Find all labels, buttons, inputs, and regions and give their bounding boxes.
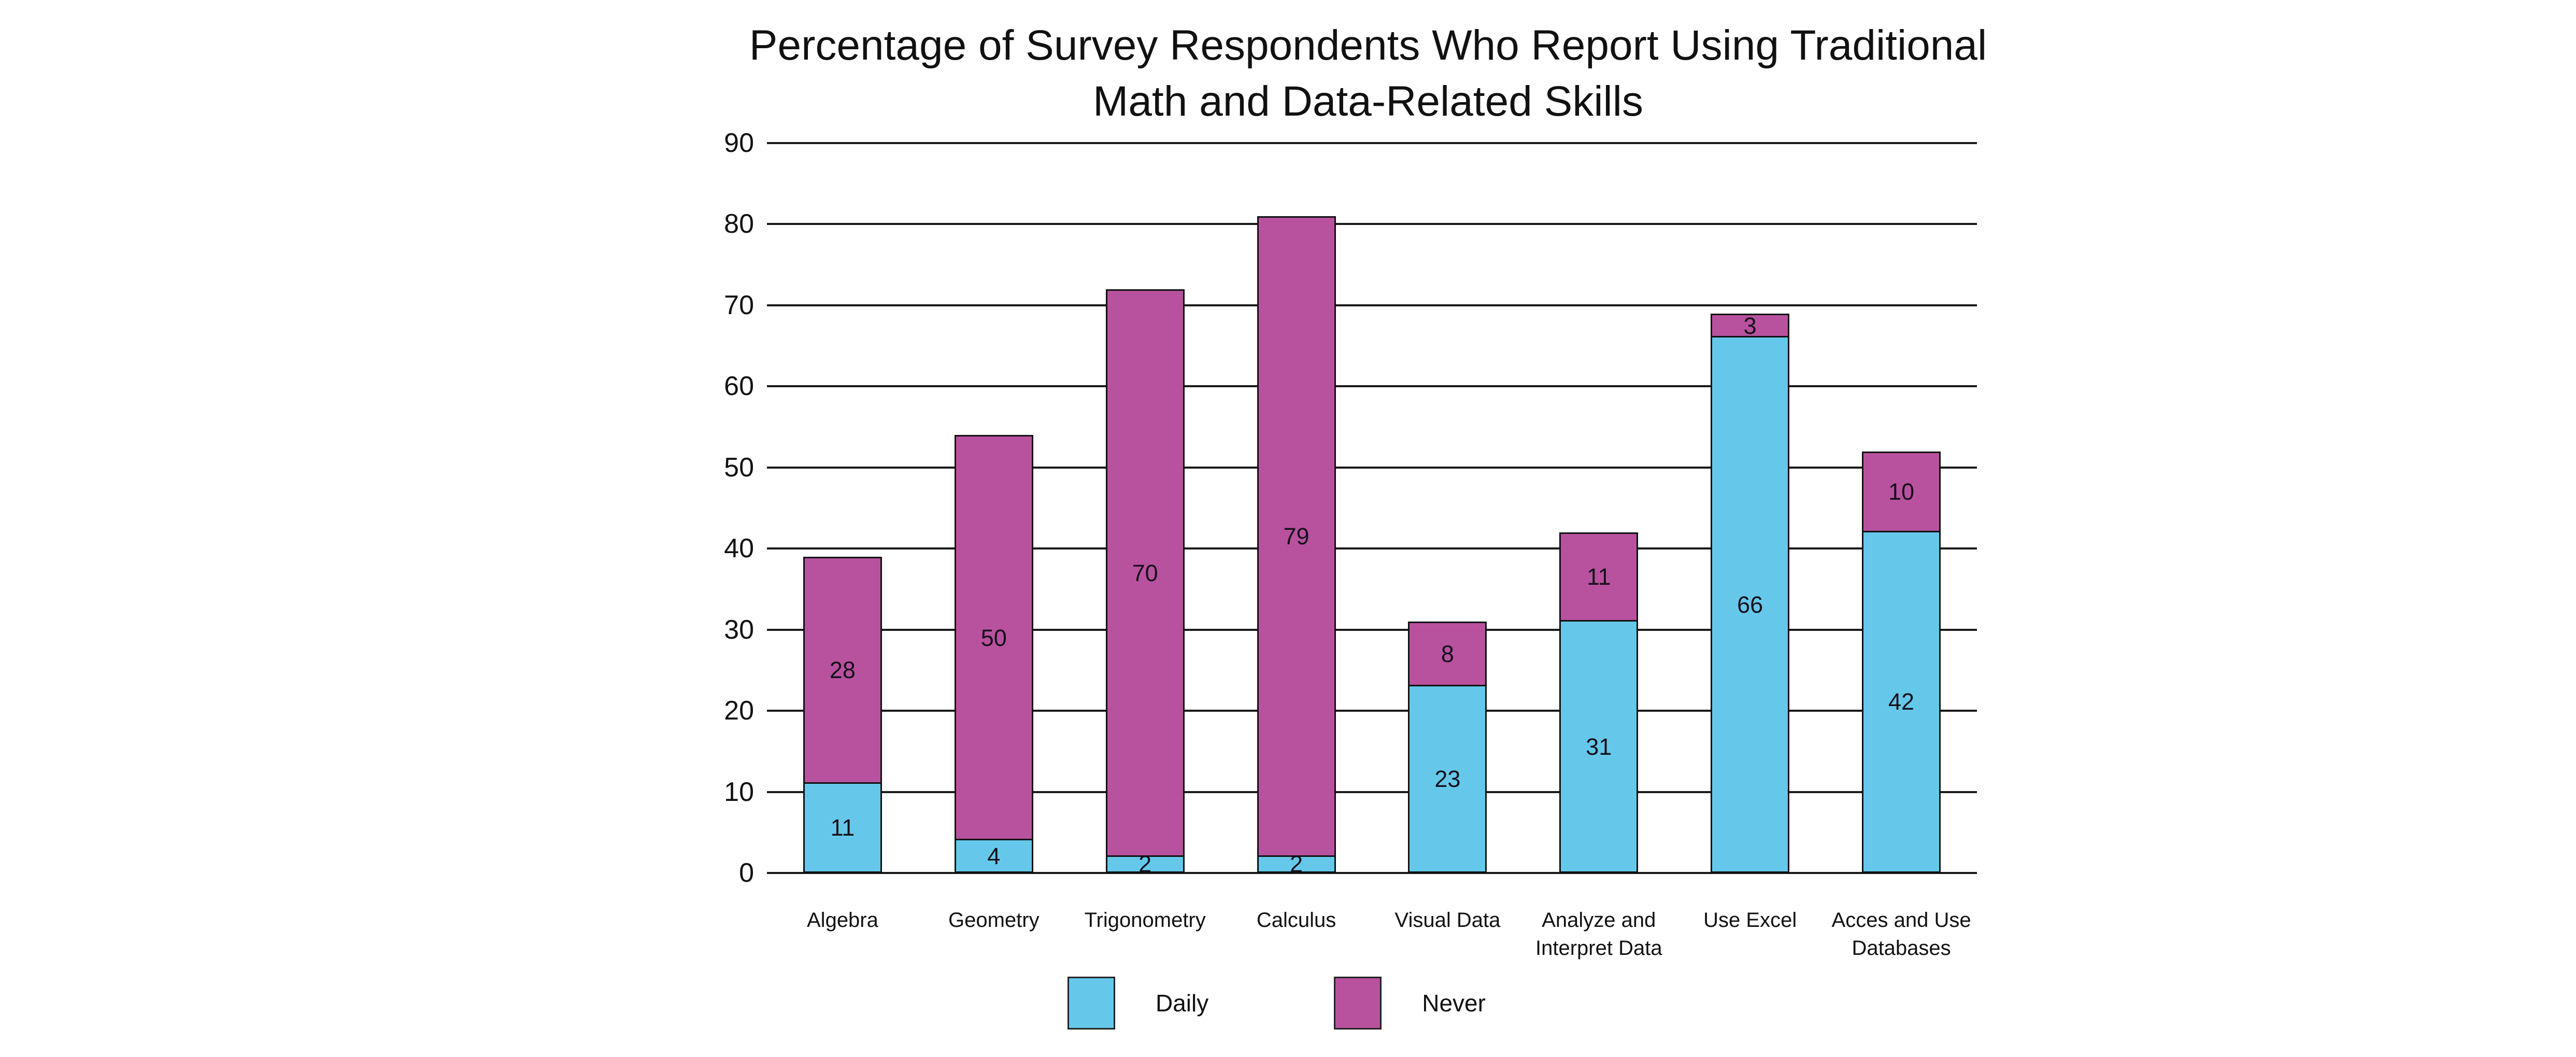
x-category-label-text: Visual Data xyxy=(1394,909,1501,932)
gridline xyxy=(767,628,1977,631)
y-tick-label: 90 xyxy=(724,128,754,158)
bar-stack: 28 11 xyxy=(803,556,882,873)
x-category-label: Acces and Use Databases xyxy=(1826,906,1977,962)
gridline xyxy=(767,547,1977,550)
gridline xyxy=(767,791,1977,793)
x-category-label: Geometry xyxy=(918,906,1070,962)
chart-title: Percentage of Survey Respondents Who Rep… xyxy=(689,18,2047,130)
bars-layer: 28 11 50 4 70 2 79 2 8 23 11 31 3 66 10 42 xyxy=(767,143,1977,876)
bar-segment-never: 50 xyxy=(954,435,1033,841)
bar-value-label: 2 xyxy=(1290,851,1303,878)
bar-segment-never: 3 xyxy=(1711,312,1790,339)
bar-stack: 10 42 xyxy=(1862,451,1941,873)
x-category-label-text: Calculus xyxy=(1256,909,1336,932)
bar-segment-never: 11 xyxy=(1559,532,1639,622)
x-category-label-text: Algebra xyxy=(807,909,878,932)
y-tick-label: 50 xyxy=(724,452,754,483)
bar-segment-daily: 42 xyxy=(1862,532,1941,873)
bar-segment-never: 79 xyxy=(1257,216,1336,857)
y-tick-label: 70 xyxy=(724,290,754,320)
chart-title-line-2: Math and Data-Related Skills xyxy=(1093,78,1643,125)
bar-value-label: 42 xyxy=(1888,688,1915,715)
bar-value-label: 11 xyxy=(830,814,855,841)
y-tick-label: 0 xyxy=(739,858,754,888)
bar-slot: 3 66 xyxy=(1674,143,1826,873)
bar-value-label: 10 xyxy=(1888,478,1915,505)
x-category-label: Algebra xyxy=(767,906,918,962)
x-category-label: Trigonometry xyxy=(1070,906,1221,962)
x-category-label-text: Trigonometry xyxy=(1084,909,1206,932)
x-category-label-text: Geometry xyxy=(948,909,1040,932)
x-category-label: Calculus xyxy=(1221,906,1372,962)
bar-value-label: 28 xyxy=(829,657,856,684)
y-tick-label: 20 xyxy=(724,696,754,726)
bar-value-label: 66 xyxy=(1737,591,1763,618)
legend-item-never: Never xyxy=(1334,977,1486,1030)
bar-value-label: 23 xyxy=(1434,766,1461,793)
bar-stack: 3 66 xyxy=(1711,312,1790,873)
gridline xyxy=(767,872,1977,874)
x-category-label: Use Excel xyxy=(1674,906,1826,962)
bar-stack: 79 2 xyxy=(1257,216,1336,876)
y-tick-label: 80 xyxy=(724,209,754,239)
bar-slot: 10 42 xyxy=(1826,143,1977,873)
bar-value-label: 4 xyxy=(987,842,1001,869)
bar-segment-daily: 66 xyxy=(1711,337,1790,873)
legend: Daily Never xyxy=(1068,977,1486,1030)
legend-label: Daily xyxy=(1156,990,1209,1017)
x-category-label-text: Analyze and Interpret Data xyxy=(1535,909,1662,960)
bar-segment-never: 10 xyxy=(1862,451,1941,532)
bar-segment-daily: 2 xyxy=(1105,852,1185,876)
bar-segment-never: 8 xyxy=(1408,622,1487,687)
y-tick-label: 10 xyxy=(724,777,754,807)
bar-segment-daily: 2 xyxy=(1257,852,1336,876)
bar-segment-daily: 23 xyxy=(1408,686,1487,873)
bar-value-label: 8 xyxy=(1441,641,1454,668)
gridline xyxy=(767,710,1977,712)
y-tick-label: 60 xyxy=(724,371,754,402)
gridlines-layer xyxy=(767,142,1977,874)
bar-slot: 50 4 xyxy=(918,143,1070,873)
legend-swatch-daily xyxy=(1068,977,1115,1030)
bar-stack: 50 4 xyxy=(954,435,1033,873)
bar-slot: 79 2 xyxy=(1221,143,1372,876)
x-axis-labels: Algebra Geometry Trigonometry Calculus Visua… xyxy=(767,906,1977,962)
bar-segment-daily: 4 xyxy=(954,840,1033,873)
x-category-label-text: Use Excel xyxy=(1703,909,1797,932)
bar-value-label: 2 xyxy=(1138,851,1152,878)
bar-value-label: 70 xyxy=(1132,559,1158,586)
x-category-label-text: Acces and Use Databases xyxy=(1831,909,1971,960)
gridline xyxy=(767,385,1977,388)
legend-label: Never xyxy=(1422,990,1486,1017)
plot-area: 28 11 50 4 70 2 79 2 8 23 11 31 3 66 10 42 xyxy=(767,142,1977,876)
bar-segment-never: 28 xyxy=(803,556,882,784)
bar-value-label: 3 xyxy=(1743,312,1757,339)
bar-stack: 8 23 xyxy=(1408,622,1487,873)
bar-value-label: 31 xyxy=(1586,733,1612,760)
bar-value-label: 50 xyxy=(980,624,1007,651)
bar-segment-daily: 11 xyxy=(803,783,882,873)
bar-value-label: 11 xyxy=(1586,563,1611,590)
x-category-label: Analyze and Interpret Data xyxy=(1523,906,1674,962)
gridline xyxy=(767,223,1977,226)
bar-stack: 11 31 xyxy=(1559,532,1639,873)
gridline xyxy=(767,142,1977,144)
y-axis-labels: 0 10 20 30 40 50 60 70 80 90 xyxy=(611,130,754,886)
x-category-label: Visual Data xyxy=(1372,906,1524,962)
bar-segment-never: 70 xyxy=(1105,289,1185,857)
bar-value-label: 79 xyxy=(1283,523,1310,550)
bar-stack: 70 2 xyxy=(1105,289,1185,876)
y-tick-label: 40 xyxy=(724,533,754,564)
bar-segment-daily: 31 xyxy=(1559,622,1639,873)
bar-slot: 28 11 xyxy=(767,143,918,873)
chart-title-line-1: Percentage of Survey Respondents Who Rep… xyxy=(749,22,1987,69)
gridline xyxy=(767,304,1977,306)
bar-slot: 11 31 xyxy=(1523,143,1674,873)
bar-slot: 70 2 xyxy=(1070,143,1221,876)
y-tick-label: 30 xyxy=(724,614,754,645)
bar-slot: 8 23 xyxy=(1372,143,1524,873)
legend-swatch-never xyxy=(1334,977,1382,1030)
legend-item-daily: Daily xyxy=(1068,977,1208,1030)
gridline xyxy=(767,466,1977,469)
